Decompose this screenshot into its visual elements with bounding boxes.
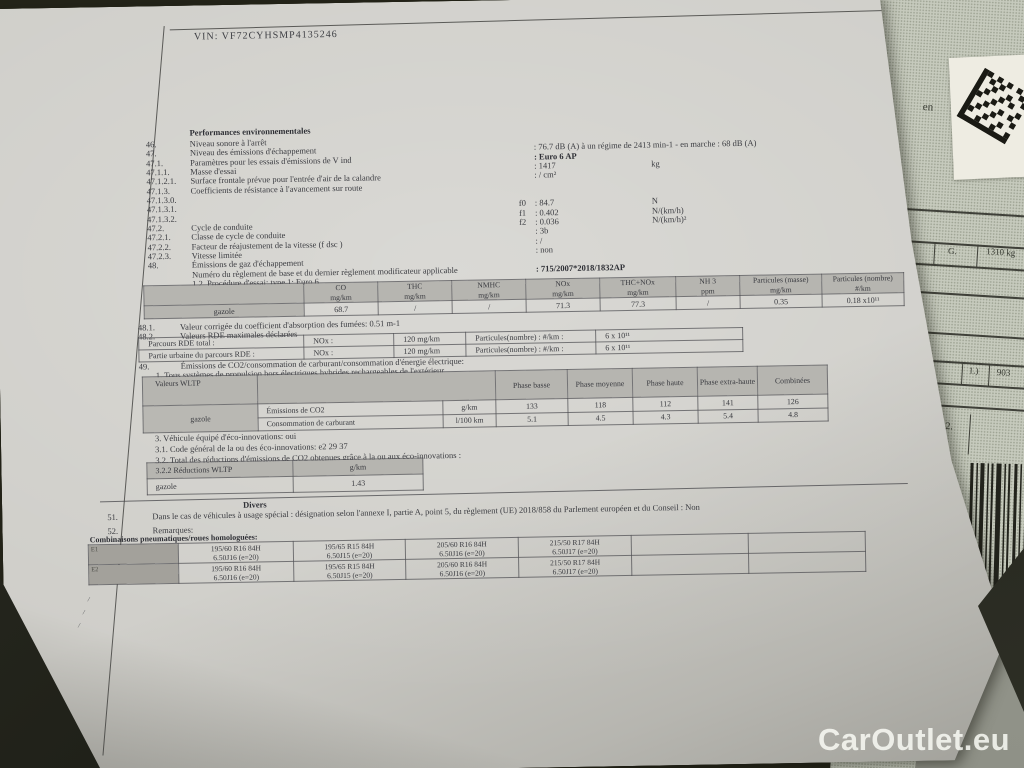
tyre-cell: 205/60 R16 84H 6.50J16 (e=20) (405, 537, 518, 559)
emissions-value: 0.18 x10¹¹ (822, 293, 904, 307)
wltp-fuel: gazole (143, 404, 258, 433)
emissions-value: 68.7 (304, 302, 378, 316)
pollutant-unit: mg/km (552, 288, 574, 298)
emissions-value: / (452, 299, 526, 313)
wltp-table: Valeurs WLTP Phase basse Phase moyenne P… (142, 364, 829, 433)
vin-text: VIN: VF72CYHSMP4135246 (193, 28, 338, 43)
performance-section: Performances environnementales 46. Nivea… (145, 116, 875, 129)
emissions-column-header: Particules (nombre) #/km (822, 273, 904, 294)
rim-size: 6.50J15 (e=20) (326, 569, 373, 580)
pollutant-unit: ppm (701, 285, 715, 296)
datamatrix-label (948, 53, 1024, 180)
wltp-phase-header: Phase extra-haute (697, 366, 757, 396)
divers-title: Divers (242, 499, 267, 510)
wltp-row-unit: g/km (443, 400, 496, 414)
emissions-value: / (676, 296, 740, 310)
tyre-cell: 195/60 R16 84H 6.50J16 (e=20) (178, 541, 293, 563)
rim-size: 6.50J16 (e=20) (439, 568, 486, 578)
wltp-value: 5.1 (496, 412, 568, 427)
item-number: 51. (107, 511, 118, 523)
tyre-cell-empty (631, 533, 748, 555)
emissions-column-header: NOx mg/km (526, 278, 600, 299)
rim-size: 6.50J17 (e=20) (552, 566, 599, 576)
tyre-cell-empty (632, 553, 749, 575)
pollutant-unit: mg/km (330, 292, 352, 302)
pollutant-name: Particules (nombre) (832, 273, 893, 284)
wltp-row-label: Consommation de carburant (258, 414, 443, 431)
rim-size: 6.50J16 (e=20) (213, 571, 260, 582)
watermark-text: CarOutlet.eu (818, 722, 1011, 757)
wltp-phase-header: Phase haute (632, 367, 697, 397)
emissions-column-header: THC+NOx mg/km (600, 277, 676, 298)
emissions-column-header: NMHC mg/km (452, 279, 526, 300)
pollutant-unit: mg/km (404, 290, 426, 301)
wltp-value: 112 (633, 396, 698, 411)
frame-mark: / (82, 608, 86, 617)
wltp-value: 133 (496, 399, 568, 414)
tyre-cell: 195/65 R15 84H 6.50J15 (e=20) (294, 559, 406, 581)
emissions-value: 77.3 (600, 297, 676, 311)
item-text: Dans le cas de véhicules à usage spécial… (152, 501, 700, 522)
wltp-phase-header: Phase moyenne (567, 368, 632, 398)
eco-table-value-row: gazole 1.43 (147, 474, 423, 495)
frame-mark: / (86, 595, 91, 604)
emissions-value: 71.3 (526, 298, 600, 312)
wltp-value: 4.3 (633, 410, 698, 425)
divers-item-51: 51. Dans le cas de véhicules à usage spé… (107, 502, 700, 522)
emissions-column-header: THC mg/km (378, 281, 452, 302)
performance-section-title: Performances environnementales (189, 125, 311, 138)
wltp-value: 4.8 (758, 407, 828, 422)
wltp-empty-header (257, 371, 495, 404)
wltp-phase-header: Combinées (757, 365, 827, 395)
rde-particles-value: 6 x 10¹¹ (596, 339, 743, 354)
wltp-value: 118 (568, 397, 633, 412)
wltp-value: 141 (698, 395, 758, 410)
eco-reductions-table: 3.2.2 Réductions WLTP g/km gazole 1.43 (146, 458, 424, 496)
tyre-cell: 215/50 R17 84H 6.50J17 (e=20) (519, 555, 632, 577)
emissions-column-header: CO mg/km (304, 282, 378, 303)
printed-frame-top-line (170, 10, 886, 31)
pollutant-unit: mg/km (478, 289, 500, 300)
tyre-cell-empty (748, 531, 865, 553)
wltp-phase-header: Phase basse (495, 370, 567, 400)
pollutant-unit: mg/km (627, 287, 649, 297)
tyre-cell: 195/65 R15 84H 6.50J15 (e=20) (293, 539, 405, 561)
eco-value: 1.43 (293, 474, 423, 492)
tyre-cell-empty (748, 551, 865, 573)
emissions-column-header: NH 3 ppm (676, 276, 740, 297)
emissions-value: 0.35 (740, 294, 822, 308)
emissions-fuel-header (144, 283, 304, 306)
wltp-corner-label: Valeurs WLTP (142, 375, 257, 406)
tyre-cell: 205/60 R16 84H 6.50J16 (e=20) (406, 557, 519, 579)
emissions-column-header: Particules (masse) mg/km (740, 274, 822, 295)
frame-mark: / (77, 621, 81, 630)
performance-rows: 46. Niveau sonore à l'arrêt 47. Niveau d… (146, 127, 878, 289)
tyre-row-id: E1 (88, 543, 178, 565)
wltp-row-unit: l/100 km (443, 413, 496, 427)
wltp-value: 4.5 (568, 411, 633, 426)
rde-particles-label: Particules(nombre) : #/km : (466, 342, 596, 356)
datamatrix-code (956, 67, 1024, 145)
tyre-cell: 195/60 R16 84H 6.50J16 (e=20) (179, 561, 294, 583)
wltp-value: 126 (758, 394, 828, 409)
tyre-row-id: E2 (89, 563, 179, 585)
fuel-type: gazole (144, 303, 304, 319)
eco-fuel: gazole (147, 476, 293, 495)
tyre-cell: 215/50 R17 84H 6.50J17 (e=20) (518, 535, 631, 557)
emissions-value: / (378, 301, 452, 315)
wltp-value: 5.4 (698, 409, 758, 424)
